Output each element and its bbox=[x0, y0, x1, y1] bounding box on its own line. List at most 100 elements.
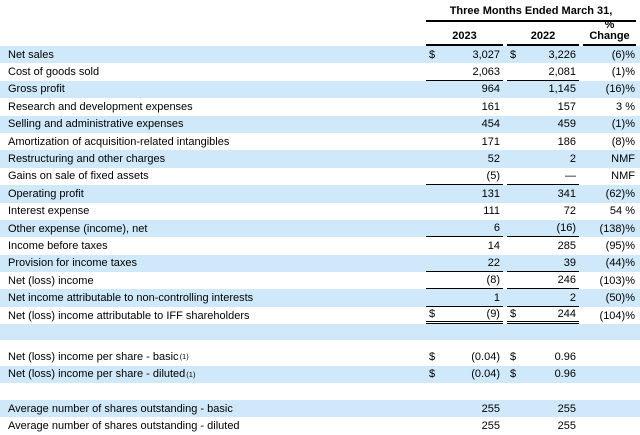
cell-2023: (8) bbox=[426, 272, 503, 290]
cell-value: 1,145 bbox=[548, 83, 576, 96]
cell-value: 6 bbox=[493, 222, 500, 235]
cell-2022: 186 bbox=[507, 133, 579, 150]
row-label: Provision for income taxes bbox=[8, 257, 137, 270]
cell-2022: 341 bbox=[507, 185, 579, 202]
dollar-sign: $ bbox=[429, 350, 436, 363]
cell-value: 1 bbox=[493, 291, 500, 304]
row-label: Research and development expenses bbox=[8, 100, 193, 113]
pct-sign: % bbox=[604, 19, 615, 31]
row-label: Income before taxes bbox=[8, 239, 108, 252]
cell-2022: 1,145 bbox=[507, 81, 579, 98]
cell-pct-change: (62)% bbox=[605, 187, 635, 200]
cell-value: 244 bbox=[557, 308, 576, 321]
cell-2023: $ (0.04) bbox=[426, 366, 503, 383]
spacer-row bbox=[0, 324, 640, 341]
row-label: Net income attributable to non-controlli… bbox=[8, 292, 254, 305]
cell-pct-change: NMF bbox=[611, 170, 635, 183]
cell-value: 131 bbox=[481, 187, 500, 200]
spacer-row bbox=[0, 340, 640, 349]
period-header: Three Months Ended March 31, bbox=[426, 5, 636, 22]
col-header-pct-change: % Change bbox=[583, 20, 636, 46]
cell-value: 22 bbox=[487, 256, 500, 269]
row-label: Restructuring and other charges bbox=[8, 153, 166, 166]
cell-2023: 161 bbox=[426, 98, 503, 115]
cell-value: 3,226 bbox=[548, 48, 576, 61]
cell-value: (0.04) bbox=[471, 368, 500, 381]
table-row: Net income attributable to non-controlli… bbox=[0, 289, 640, 307]
cell-value: 111 bbox=[483, 205, 500, 218]
dollar-sign: $ bbox=[510, 350, 517, 363]
cell-value: 255 bbox=[557, 420, 576, 433]
row-label: Operating profit bbox=[8, 187, 84, 200]
dollar-sign: $ bbox=[429, 308, 436, 321]
cell-value: 246 bbox=[557, 274, 576, 287]
cell-2022: 2 bbox=[507, 150, 579, 167]
row-label: Cost of goods sold bbox=[8, 66, 100, 79]
cell-2022: 246 bbox=[507, 272, 579, 290]
cell-2023: 255 bbox=[426, 400, 503, 417]
cell-2022: 2 bbox=[507, 289, 579, 307]
row-label: Average number of shares outstanding - d… bbox=[8, 420, 240, 433]
table-row: Selling and administrative expenses 454 45… bbox=[0, 115, 640, 133]
pct-change-label: Change bbox=[589, 30, 630, 42]
table-row: Net (loss) income per share - diluted (1)… bbox=[0, 365, 640, 384]
table-row: Operating profit 131 341 (62)% bbox=[0, 185, 640, 203]
cell-2023: 6 bbox=[426, 220, 503, 238]
cell-pct-change: (16)% bbox=[605, 83, 635, 96]
cell-pct-change: (103)% bbox=[599, 274, 635, 287]
cell-value: 14 bbox=[487, 239, 500, 252]
cell-value: 285 bbox=[557, 239, 576, 252]
cell-2022: 39 bbox=[507, 255, 579, 273]
cell-2023: 131 bbox=[426, 185, 503, 202]
cell-2023: 2,063 bbox=[426, 63, 503, 81]
cell-2023: 255 bbox=[426, 417, 503, 434]
col-header-2022: 2022 bbox=[507, 31, 579, 46]
cell-value: 459 bbox=[557, 118, 576, 131]
table-row: Cost of goods sold 2,063 2,081 (1)% bbox=[0, 63, 640, 81]
spacer-row bbox=[0, 383, 640, 401]
row-label: Net (loss) income attributable to IFF sh… bbox=[8, 309, 250, 322]
cell-2022: (16) bbox=[507, 220, 579, 238]
row-label: Net (loss) income per share - diluted (1) bbox=[8, 368, 196, 381]
row-label: Net (loss) income per share - basic (1) bbox=[8, 350, 189, 363]
cell-2023: 22 bbox=[426, 255, 503, 273]
table-row: Income before taxes 14 285 (95)% bbox=[0, 237, 640, 255]
cell-2023: $ (9) bbox=[426, 307, 503, 325]
row-label: Net sales bbox=[8, 48, 54, 61]
cell-value: 964 bbox=[481, 83, 500, 96]
cell-2022: 72 bbox=[507, 203, 579, 220]
cell-value: (0.04) bbox=[471, 350, 500, 363]
row-label: Gains on sale of fixed assets bbox=[8, 170, 149, 183]
table-row: Net (loss) income per share - basic (1) $ (… bbox=[0, 348, 640, 366]
cell-2022: $244 bbox=[507, 307, 579, 325]
cell-2022: 459 bbox=[507, 116, 579, 133]
cell-value: — bbox=[565, 169, 576, 182]
row-label: Gross profit bbox=[8, 83, 65, 96]
cell-pct-change: (44)% bbox=[605, 257, 635, 270]
table-row: Provision for income taxes 22 39 (44)% bbox=[0, 254, 640, 273]
cell-pct-change: (8)% bbox=[611, 135, 635, 148]
table-row: Restructuring and other charges 52 2 NMF bbox=[0, 150, 640, 168]
footnote-marker: (1) bbox=[179, 352, 189, 362]
row-label: Net (loss) income bbox=[8, 274, 94, 287]
dollar-sign: $ bbox=[429, 48, 436, 61]
table-row: Gross profit 964 1,145 (16)% bbox=[0, 80, 640, 99]
cell-value: 52 bbox=[487, 153, 500, 166]
cell-2022: 255 bbox=[507, 400, 579, 417]
table-row: Gains on sale of fixed assets (5) — NMF bbox=[0, 167, 640, 186]
cell-pct-change: (1)% bbox=[611, 118, 635, 131]
cell-value: 341 bbox=[557, 187, 576, 200]
cell-value: (5) bbox=[486, 169, 500, 182]
table-row: Average number of shares outstanding - b… bbox=[0, 400, 640, 418]
cell-value: 2,081 bbox=[548, 65, 576, 78]
cell-pct-change bbox=[583, 417, 636, 434]
row-label: Amortization of acquisition-related inta… bbox=[8, 135, 230, 148]
cell-2023: $ (0.04) bbox=[426, 348, 503, 365]
cell-value: 2,063 bbox=[472, 65, 500, 78]
cell-pct-change: (6)% bbox=[611, 48, 635, 61]
table-row: Average number of shares outstanding - d… bbox=[0, 417, 640, 435]
cell-value: 157 bbox=[557, 100, 576, 113]
cell-2023: 171 bbox=[426, 133, 503, 150]
table-row: Interest expense 111 72 54 % bbox=[0, 202, 640, 220]
cell-value: 454 bbox=[481, 118, 500, 131]
